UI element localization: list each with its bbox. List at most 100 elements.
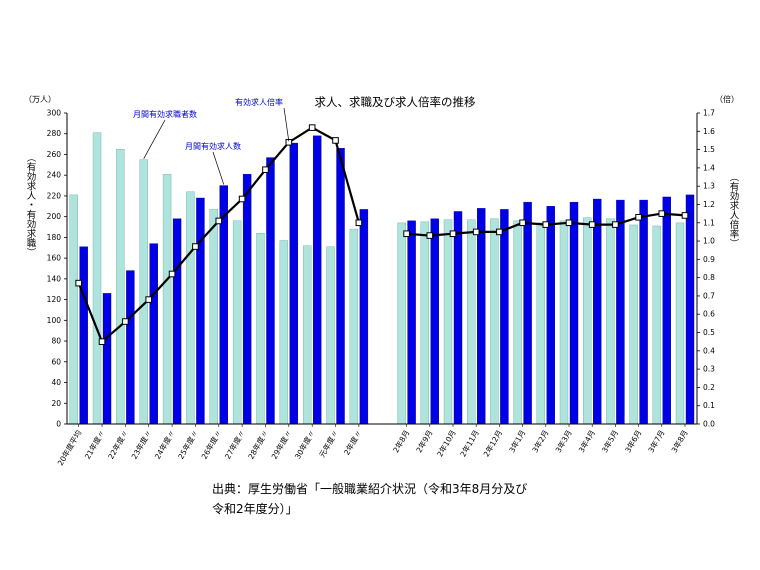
bar-job-openings xyxy=(662,196,671,425)
left-tick-label: 60 xyxy=(51,357,61,366)
category-label: 2年11月 xyxy=(458,428,481,458)
left-tick-label: 140 xyxy=(47,274,62,283)
category-label: 2年10月 xyxy=(434,428,457,458)
right-tick-label: 0.7 xyxy=(703,291,715,300)
bar-job-openings xyxy=(149,243,158,425)
right-tick-label: 0.0 xyxy=(703,420,715,429)
bar-job-seekers xyxy=(232,220,242,425)
category-label: 28年度〃 xyxy=(246,428,271,461)
ratio-marker xyxy=(472,228,480,236)
ratio-marker xyxy=(75,279,82,287)
right-tick-label: 1.5 xyxy=(703,145,715,154)
ratio-marker xyxy=(238,195,246,203)
bar-job-seekers xyxy=(629,224,638,425)
left-tick-label: 220 xyxy=(47,191,62,200)
left-tick-label: 0 xyxy=(56,420,61,429)
ratio-marker xyxy=(635,213,642,221)
bar-job-openings xyxy=(500,209,509,425)
category-label: 25年度〃 xyxy=(175,428,200,461)
bar-job-openings xyxy=(359,209,369,425)
bar-job-seekers xyxy=(69,194,78,425)
ratio-marker xyxy=(145,296,153,303)
category-label: 2年度〃 xyxy=(341,428,363,457)
bar-job-seekers xyxy=(606,218,615,425)
left-tick-label: 20 xyxy=(51,399,61,408)
bar-job-openings xyxy=(639,199,648,425)
bar-job-openings xyxy=(685,194,695,425)
bar-job-openings xyxy=(196,197,205,425)
right-tick-label: 1.2 xyxy=(703,200,715,209)
ratio-marker xyxy=(332,137,339,144)
source-note-line-2: 令和2年度分）」 xyxy=(212,502,298,516)
bar-job-seekers xyxy=(349,228,359,425)
right-tick-label: 1.0 xyxy=(703,237,715,246)
right-tick-label: 1.6 xyxy=(703,127,715,136)
bar-job-openings xyxy=(126,270,135,425)
left-tick-label: 160 xyxy=(47,254,62,263)
category-label: 23年度〃 xyxy=(129,428,154,461)
right-tick-label: 0.6 xyxy=(703,310,715,319)
bar-job-openings xyxy=(172,218,182,425)
bar-job-seekers xyxy=(675,222,685,425)
bar-job-seekers xyxy=(162,173,172,425)
bar-job-seekers xyxy=(209,209,218,425)
right-tick-label: 1.7 xyxy=(703,109,715,118)
chart-title: 求人、求職及び求人倍率の推移 xyxy=(315,95,476,109)
source-note-line-1: 出典：厚生労働省「一般職業紹介状況（令和3年8月分及び xyxy=(212,482,528,496)
left-unit-label: （万人） xyxy=(24,95,56,104)
left-axis-label: （有効求人・有効求職） xyxy=(25,153,37,258)
category-label: 3年5月 xyxy=(599,428,620,454)
bar-job-seekers xyxy=(186,191,195,425)
bar-job-openings xyxy=(407,220,416,425)
bar-job-seekers xyxy=(513,220,522,425)
annotation-leader xyxy=(283,107,290,142)
right-tick-label: 0.3 xyxy=(703,365,715,374)
ratio-marker xyxy=(681,212,689,219)
right-tick-label: 1.1 xyxy=(703,218,715,227)
category-label: 3年3月 xyxy=(553,428,574,454)
bar-job-seekers xyxy=(279,240,289,425)
right-tick-label: 0.9 xyxy=(703,255,715,264)
bar-job-seekers xyxy=(92,132,102,425)
bar-job-openings xyxy=(102,293,112,425)
category-label: 元年度〃 xyxy=(317,428,341,459)
left-tick-label: 300 xyxy=(47,109,62,118)
annotation-label: 月間有効求職者数 xyxy=(133,109,197,119)
bar-job-openings xyxy=(616,199,625,425)
ratio-marker xyxy=(612,221,619,228)
bar-job-openings xyxy=(336,148,345,425)
right-unit-label: （倍） xyxy=(715,94,739,104)
ratio-marker xyxy=(496,228,503,236)
right-tick-label: 0.4 xyxy=(703,346,715,355)
category-label: 2年9月 xyxy=(414,428,435,454)
category-label: 22年度〃 xyxy=(105,428,130,461)
category-label: 20年度平均 xyxy=(55,428,83,467)
category-label: 27年度〃 xyxy=(222,428,247,461)
ratio-marker xyxy=(449,230,457,238)
ratio-marker xyxy=(403,230,410,238)
bar-job-openings xyxy=(312,135,322,425)
category-label: 2年12月 xyxy=(481,428,504,458)
left-tick-label: 280 xyxy=(47,129,62,138)
annotation-label: 有効求人倍率 xyxy=(235,97,283,107)
right-axis-label: （有効求人倍率） xyxy=(728,172,740,248)
bar-job-openings xyxy=(453,211,463,425)
category-label: 3年1月 xyxy=(506,428,527,454)
left-tick-label: 120 xyxy=(47,295,62,304)
ratio-marker xyxy=(192,243,199,250)
ratio-marker xyxy=(355,219,363,227)
category-label: 3年2月 xyxy=(530,428,551,454)
ratio-marker xyxy=(519,219,526,227)
bar-job-seekers xyxy=(420,221,429,425)
ratio-marker xyxy=(658,210,666,217)
category-label: 3年4月 xyxy=(576,428,597,454)
ratio-marker xyxy=(308,124,316,131)
left-tick-label: 240 xyxy=(47,171,62,180)
right-tick-label: 1.4 xyxy=(703,163,715,172)
ratio-marker xyxy=(262,166,269,174)
bar-job-seekers xyxy=(536,222,545,425)
bar-job-seekers xyxy=(559,220,569,425)
ratio-marker xyxy=(565,219,573,227)
ratio-marker xyxy=(426,232,434,239)
